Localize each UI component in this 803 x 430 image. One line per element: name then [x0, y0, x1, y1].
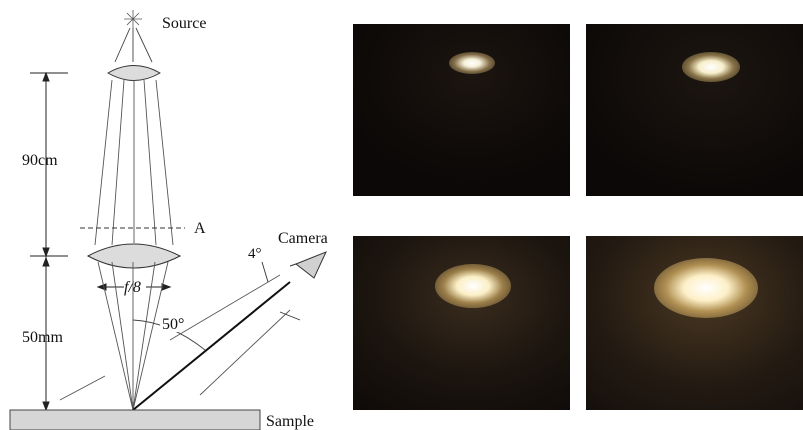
source-label: Source	[162, 15, 206, 32]
photo-4	[586, 236, 803, 410]
photo-1	[353, 24, 570, 196]
sample-block	[9, 409, 261, 430]
camera-axis-line	[132, 281, 291, 411]
plane-a-label: A	[194, 220, 206, 237]
photo-1-highlight	[449, 52, 495, 74]
photo-2	[586, 24, 803, 196]
sample-label: Sample	[266, 413, 314, 430]
source-rays	[114, 27, 153, 63]
optical-setup-diagram: Source A 90cm 50mm f/8	[9, 10, 328, 430]
distance-marker-90cm	[30, 71, 68, 258]
focused-rays	[97, 261, 169, 411]
distance-label-90cm: 90cm	[22, 152, 58, 169]
camera-icon	[289, 251, 327, 279]
lower-lens	[86, 243, 182, 269]
converging-rays	[94, 79, 174, 246]
camera-view-lines	[59, 274, 291, 401]
photo-4-highlight	[654, 258, 758, 318]
angle-label-4: 4°	[248, 246, 262, 262]
camera-angle-arrows	[261, 261, 301, 321]
aperture-label: f/8	[124, 279, 141, 296]
camera-label: Camera	[278, 230, 328, 247]
photo-2-highlight	[682, 52, 740, 82]
distance-label-50mm: 50mm	[22, 329, 63, 346]
light-source-icon	[124, 10, 142, 28]
photo-3-highlight	[435, 264, 511, 308]
photo-3	[353, 236, 570, 410]
upper-lens	[106, 65, 162, 81]
angle-label-50: 50°	[162, 316, 184, 333]
distance-marker-50mm	[42, 256, 50, 412]
